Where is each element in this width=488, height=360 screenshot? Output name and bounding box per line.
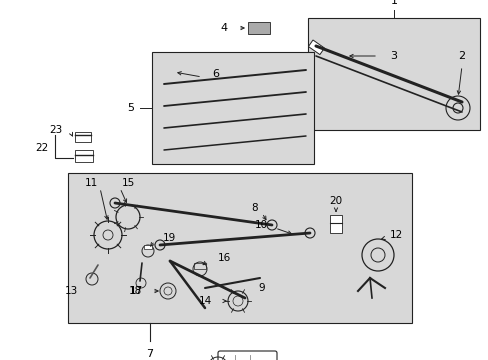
Bar bbox=[75, 132, 91, 142]
Text: 7: 7 bbox=[146, 349, 153, 359]
FancyBboxPatch shape bbox=[218, 351, 276, 360]
Text: 18: 18 bbox=[128, 286, 142, 296]
Text: 13: 13 bbox=[64, 286, 78, 296]
Bar bbox=[307, 18, 479, 130]
Text: 3: 3 bbox=[389, 51, 396, 61]
Text: 22: 22 bbox=[35, 143, 48, 153]
Text: 5: 5 bbox=[127, 103, 134, 113]
Bar bbox=[308, 40, 324, 55]
Text: 9: 9 bbox=[258, 283, 264, 293]
Bar bbox=[152, 52, 313, 164]
Bar bbox=[194, 263, 205, 269]
Text: 2: 2 bbox=[458, 51, 465, 61]
Text: 8: 8 bbox=[251, 203, 258, 213]
Text: 17: 17 bbox=[130, 286, 143, 296]
Text: 23: 23 bbox=[49, 125, 62, 135]
Text: 20: 20 bbox=[329, 196, 342, 206]
Text: 11: 11 bbox=[84, 178, 98, 188]
Text: 6: 6 bbox=[212, 69, 219, 79]
Text: 19: 19 bbox=[163, 233, 176, 243]
Bar bbox=[68, 173, 411, 323]
Text: 1: 1 bbox=[390, 0, 397, 6]
Text: 4: 4 bbox=[221, 23, 227, 33]
Text: 10: 10 bbox=[254, 220, 267, 230]
Bar bbox=[329, 215, 341, 233]
Text: 14: 14 bbox=[198, 296, 212, 306]
Text: 15: 15 bbox=[122, 178, 135, 188]
Bar bbox=[247, 22, 269, 34]
Text: 12: 12 bbox=[389, 230, 403, 240]
Bar bbox=[143, 245, 152, 249]
Bar bbox=[75, 150, 93, 162]
Text: 16: 16 bbox=[218, 253, 231, 263]
